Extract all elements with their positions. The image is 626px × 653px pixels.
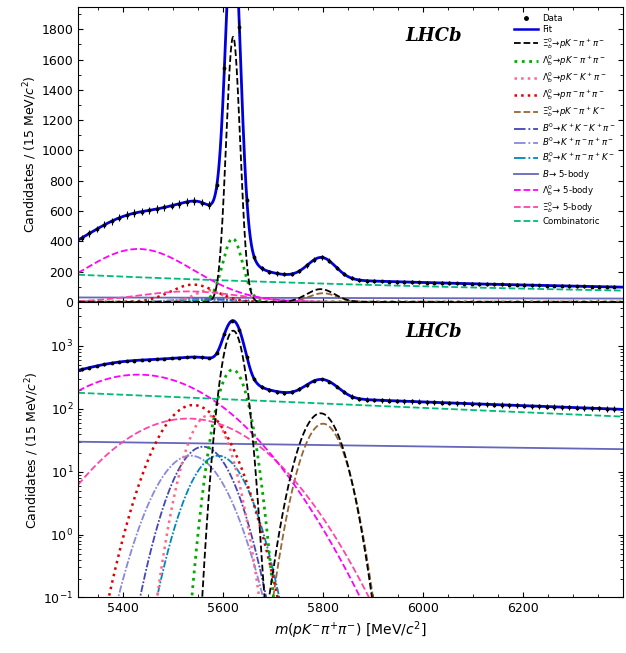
Y-axis label: Candidates / (15 MeV/$c^{2}$): Candidates / (15 MeV/$c^{2}$): [23, 371, 41, 529]
Legend: Data, Fit, $\Xi_b^0\!\to\! pK^-\pi^+\pi^-$, $\Lambda_b^0\!\to\! pK^-\pi^+\pi^-$,: Data, Fit, $\Xi_b^0\!\to\! pK^-\pi^+\pi^…: [514, 14, 616, 226]
X-axis label: $m(pK^{-}\pi^{+}\pi^{-})$ [MeV/$c^{2}$]: $m(pK^{-}\pi^{+}\pi^{-})$ [MeV/$c^{2}$]: [274, 620, 427, 641]
Text: LHCb: LHCb: [405, 27, 461, 45]
Y-axis label: Candidates / (15 MeV/$c^{2}$): Candidates / (15 MeV/$c^{2}$): [21, 75, 39, 233]
Text: LHCb: LHCb: [405, 323, 461, 341]
